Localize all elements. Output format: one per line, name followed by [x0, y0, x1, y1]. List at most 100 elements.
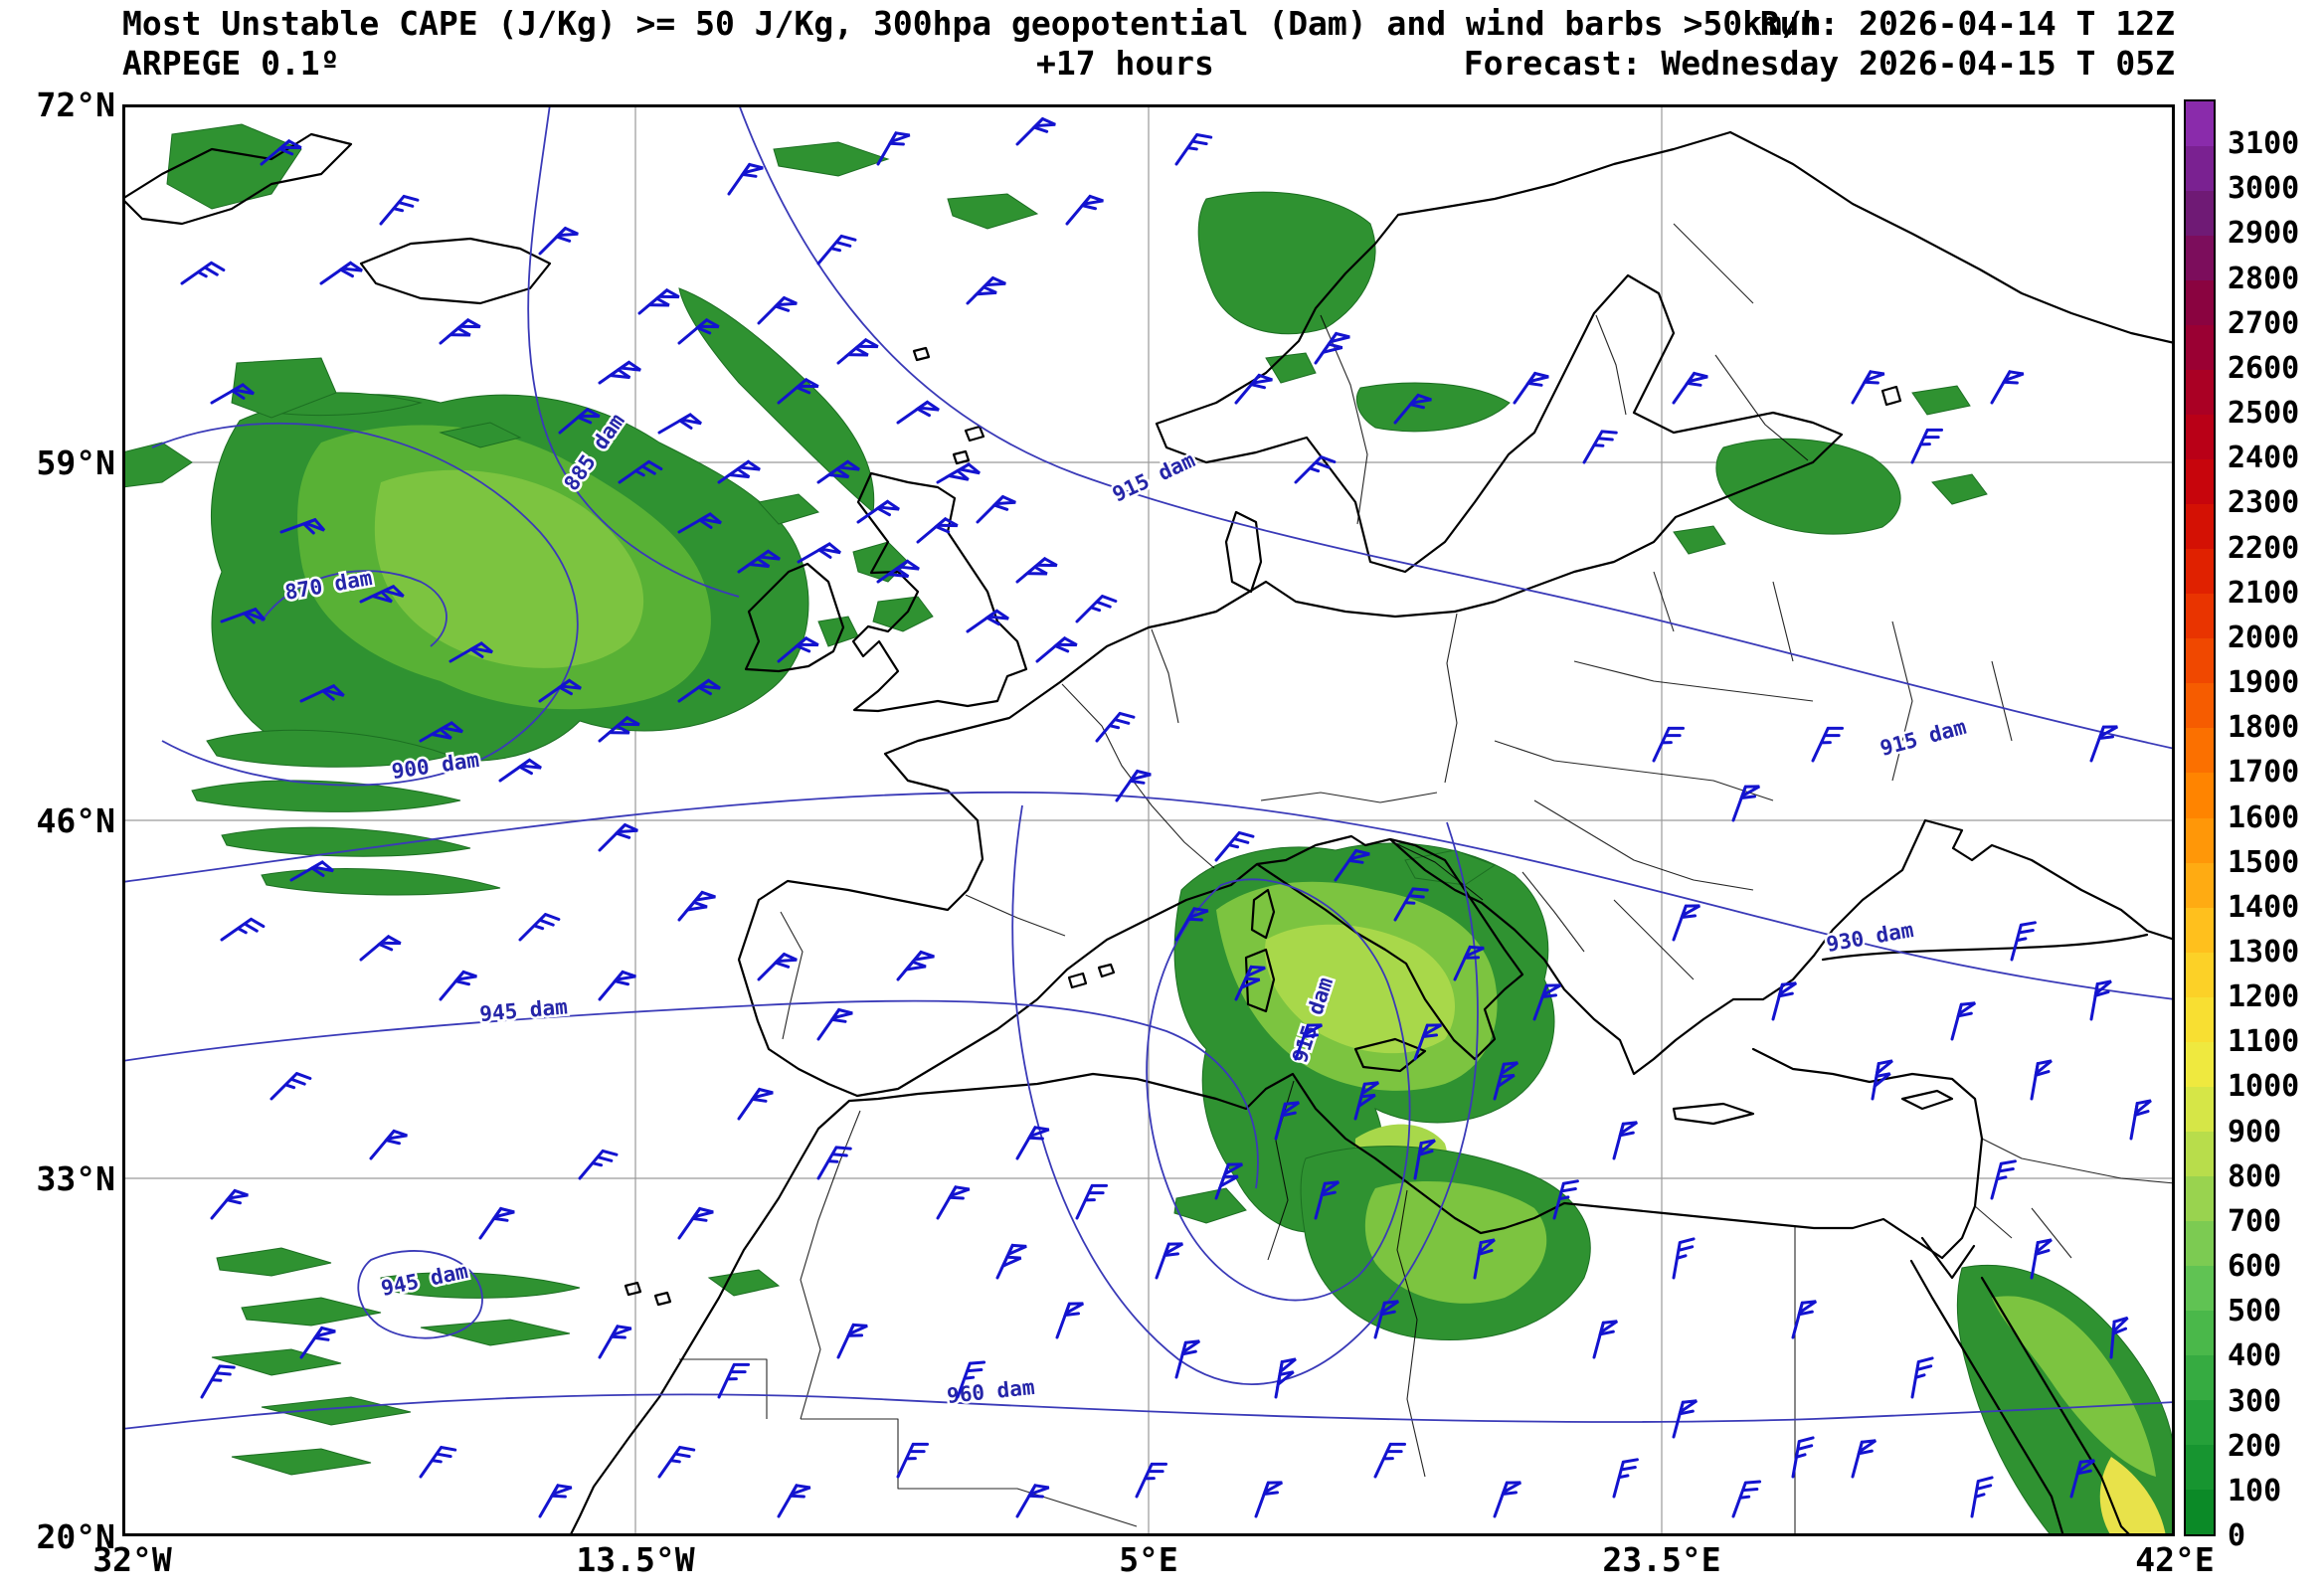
colorbar-tick-label: 300 [2228, 1383, 2282, 1419]
wind-barb [1612, 1454, 1639, 1502]
wind-barb [1970, 1474, 1994, 1520]
colorbar-tick-label: 1500 [2228, 844, 2300, 880]
wind-barb [677, 1202, 715, 1247]
wind-barb [836, 335, 880, 375]
colorbar-band [2186, 191, 2214, 237]
colorbar-tick-label: 900 [2228, 1114, 2282, 1150]
wind-barb [1174, 1335, 1201, 1382]
colorbar-tick-label: 1600 [2228, 799, 2300, 835]
colorbar-band [2186, 594, 2214, 639]
wind-barb [1115, 765, 1153, 809]
colorbar-tick-label: 1100 [2228, 1024, 2300, 1060]
colorbar-band [2186, 101, 2214, 147]
run-label: Run: 2026-04-14 T 12Z [1759, 4, 2175, 43]
wind-barb [369, 1126, 409, 1168]
map-canvas: 870 dam 885 dam 900 dam 915 dam 915 dam … [122, 104, 2175, 1536]
wind-barb [1513, 367, 1550, 412]
colorbar-band [2186, 280, 2214, 326]
wind-barb [1871, 1057, 1894, 1103]
wind-barb [2089, 720, 2119, 767]
colorbar-band [2186, 1399, 2214, 1445]
lon-tick-235e: 23.5°E [1602, 1540, 1721, 1579]
wind-barb [1035, 633, 1079, 673]
wind-barb [896, 1437, 930, 1484]
wind-barb [1135, 1457, 1168, 1504]
wind-barb [1851, 365, 1886, 411]
wind-barb [439, 967, 478, 1009]
colorbar-band [2186, 1489, 2214, 1534]
wind-barb [210, 1185, 250, 1228]
colorbar-band [2186, 817, 2214, 863]
wind-barb [657, 411, 703, 445]
wind-barb [936, 460, 982, 495]
wind-barb [916, 514, 960, 554]
wind-barb [598, 1320, 633, 1365]
colorbar-band [2186, 236, 2214, 281]
wind-barb [220, 914, 266, 953]
wind-barb [1592, 1316, 1619, 1362]
wind-barb [677, 887, 717, 930]
wind-barb [1274, 1355, 1298, 1401]
wind-barb [1234, 370, 1274, 413]
lat-tick-46n: 46°N [36, 801, 115, 840]
wind-barb [727, 158, 765, 203]
wind-barb [598, 819, 639, 861]
wind-barb [976, 491, 1017, 533]
colorbar-band [2186, 459, 2214, 505]
wind-barb [876, 126, 912, 172]
colorbar-band [2186, 1354, 2214, 1400]
wind-barb [2030, 1057, 2054, 1103]
wind-barb [1731, 1476, 1762, 1522]
map-border [122, 104, 2175, 1536]
wind-barb [1612, 1117, 1639, 1163]
model-label: ARPEGE 0.1º [122, 44, 340, 83]
colorbar-band [2186, 325, 2214, 371]
forecast-label: Forecast: Wednesday 2026-04-15 T 05Z [1463, 44, 2175, 83]
wind-barb [1065, 191, 1105, 234]
lon-tick-42e: 42°E [2135, 1540, 2215, 1579]
wind-barb [1990, 365, 2026, 411]
wind-barb [896, 947, 936, 989]
colorbar-tick-label: 1700 [2228, 755, 2300, 791]
lat-tick-59n: 59°N [36, 443, 115, 482]
colorbar-tick-label: 700 [2228, 1203, 2282, 1239]
wind-barb [538, 1479, 574, 1524]
colorbar-band [2186, 415, 2214, 460]
colorbar-tick-label: 200 [2228, 1428, 2282, 1464]
colorbar-band [2186, 862, 2214, 908]
wind-barb [419, 1441, 457, 1486]
wind-barb [1095, 707, 1136, 751]
wind-barb [1075, 590, 1118, 632]
graticule-layer [122, 104, 2175, 1536]
wind-barb [598, 967, 637, 1009]
colorbar-tick-label: 0 [2228, 1518, 2246, 1553]
wind-barb [359, 932, 403, 972]
wind-barb [995, 1239, 1028, 1285]
wind-barb [637, 285, 681, 325]
wind-barb [797, 540, 842, 575]
colorbar-tick-label: 2500 [2228, 396, 2300, 432]
colorbar-band [2186, 370, 2214, 416]
colorbar-tick-label: 1200 [2228, 979, 2300, 1015]
wind-barb [1373, 1437, 1407, 1484]
wind-barb [1672, 899, 1701, 946]
wind-barb [1910, 423, 1944, 469]
colorbar-tick-label: 2200 [2228, 530, 2300, 566]
wind-barb [1015, 1479, 1051, 1524]
wind-barb [2010, 917, 2037, 965]
wind-barb [379, 190, 420, 234]
colorbar-band [2186, 1220, 2214, 1266]
colorbar-band [2186, 1310, 2214, 1355]
wind-barb [1811, 721, 1845, 768]
colorbar-band [2186, 907, 2214, 953]
colorbar-tick-labels: 0 100 200 300 400 500 600 700 800 900 1000 1100 1200… [2224, 99, 2321, 1551]
colorbar-band [2186, 996, 2214, 1042]
wind-barb [836, 1319, 869, 1364]
colorbar-band [2186, 549, 2214, 595]
wind-barb [1155, 1237, 1184, 1284]
wind-barb [657, 1441, 696, 1486]
coastline-layer [122, 130, 2175, 1536]
colorbar-tick-label: 600 [2228, 1249, 2282, 1285]
colorbar-band [2186, 1131, 2214, 1176]
